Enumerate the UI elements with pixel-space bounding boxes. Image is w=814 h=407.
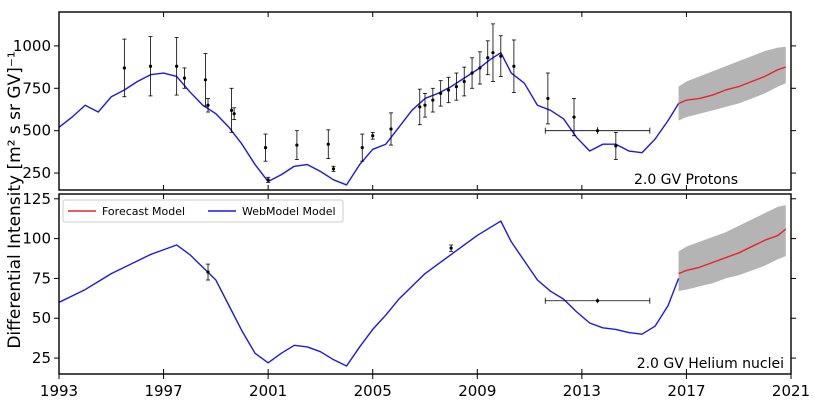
measurement-point	[370, 131, 375, 140]
measurement-point	[266, 176, 271, 183]
measurement-point	[360, 133, 365, 162]
measurement-point	[498, 35, 503, 77]
webmodel-line-helium	[59, 220, 680, 367]
measurement-point	[229, 87, 234, 133]
y-tick-label: 125	[22, 190, 51, 208]
measurement-point	[485, 40, 490, 76]
measurement-point	[174, 37, 179, 96]
measurement-point	[430, 87, 435, 113]
measurement-point	[182, 67, 187, 89]
forecast-line-helium	[678, 228, 787, 275]
forecast-uncertainty-band-helium	[678, 205, 786, 292]
x-tick-label: 2005	[354, 382, 392, 400]
legend-forecast-label: Forecast Model	[102, 205, 185, 218]
plot-frame-helium	[58, 193, 792, 375]
x-tick-label: 1997	[144, 382, 182, 400]
measurement-point	[454, 72, 459, 101]
legend-box	[62, 199, 344, 223]
measurement-point	[613, 131, 618, 160]
y-tick-label: 100	[22, 230, 51, 248]
legend-webmodel-label: WebModel Model	[242, 205, 336, 218]
measurement-point	[470, 57, 475, 89]
measurement-point	[294, 130, 299, 160]
x-tick-label: 2013	[563, 382, 601, 400]
measurement-point	[572, 98, 577, 137]
measurement-point	[148, 36, 153, 97]
measurement-point	[206, 263, 211, 281]
measurement-point	[438, 80, 443, 107]
measurement-point	[511, 39, 516, 93]
measurement-point	[263, 133, 268, 162]
interval-measurement	[544, 127, 651, 135]
measurement-point	[423, 92, 427, 118]
measurement-point	[417, 88, 422, 126]
measurement-point	[462, 66, 467, 97]
measurement-point	[331, 165, 336, 172]
x-tick-label: 2001	[249, 382, 287, 400]
legend: Forecast Model WebModel Model	[62, 199, 344, 223]
y-tick-label: 75	[32, 269, 51, 287]
panel-title-protons: 2.0 GV Protons	[634, 172, 738, 188]
measurement-point	[449, 244, 454, 252]
measurement-point	[122, 38, 127, 98]
plot-frame-protons	[58, 11, 792, 191]
forecast-line-protons	[678, 66, 786, 105]
y-axis-label: Differential Intensity [m² s sr GV]⁻¹	[5, 51, 25, 348]
y-tick-label: 250	[22, 164, 51, 182]
measurement-point	[389, 112, 394, 146]
measurement-point	[326, 129, 331, 160]
interval-measurement	[544, 297, 651, 304]
forecast-uncertainty-band-protons	[678, 46, 786, 121]
panel-protons: 250 500 750 1000 2.0 GV Protons	[13, 11, 796, 191]
measurement-point	[206, 98, 211, 113]
measurement-point	[490, 23, 495, 82]
y-tick-label: 50	[32, 309, 51, 327]
measurement-point	[477, 51, 482, 85]
y-tick-label: 25	[32, 349, 51, 367]
panel-title-helium: 2.0 GV Helium nuclei	[637, 356, 784, 372]
x-tick-label: 1993	[40, 382, 78, 400]
x-tick-label: 2009	[458, 382, 496, 400]
x-tick-label: 2021	[772, 382, 810, 400]
y-tick-label: 750	[22, 79, 51, 97]
measurement-point	[446, 76, 451, 104]
y-tick-label: 1000	[13, 37, 51, 55]
y-tick-label: 500	[22, 122, 51, 140]
x-tick-label: 2017	[667, 382, 705, 400]
measurement-point	[232, 107, 237, 121]
panel-helium: 25 50 75 100 125 2.0 GV Helium nuclei Foreca…	[22, 190, 796, 375]
measurement-point	[545, 72, 550, 125]
webmodel-line-protons	[59, 51, 680, 186]
